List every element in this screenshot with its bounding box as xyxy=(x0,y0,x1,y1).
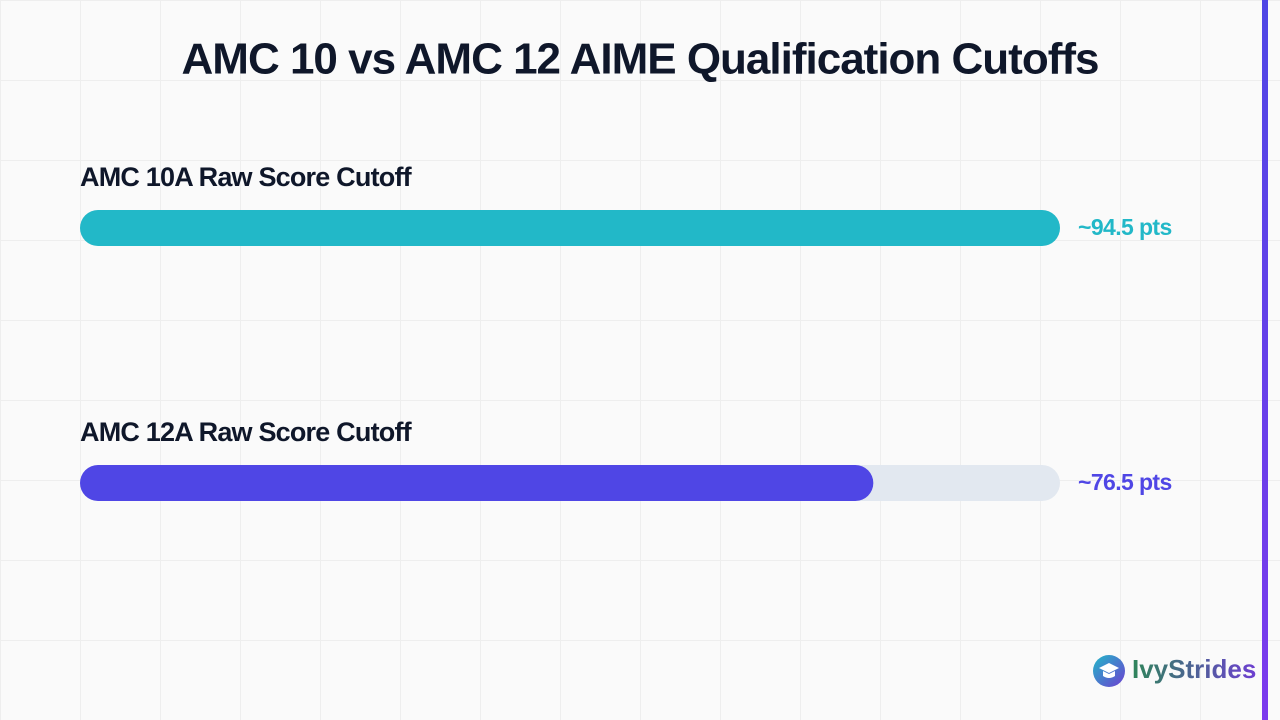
brand-name: IvyStrides xyxy=(1132,654,1256,684)
accent-stripe xyxy=(1262,0,1268,720)
category-label: AMC 10A Raw Score Cutoff xyxy=(80,162,413,192)
logo-cap xyxy=(1099,663,1119,678)
value-label: ~94.5 pts xyxy=(1078,214,1172,240)
value-label: ~76.5 pts xyxy=(1078,469,1172,495)
bar xyxy=(80,210,1060,246)
bar xyxy=(80,465,874,501)
brand-logo: IvyStrides xyxy=(1093,654,1256,687)
chart-title: AMC 10 vs AMC 12 AIME Qualification Cuto… xyxy=(182,35,1099,84)
category-label: AMC 12A Raw Score Cutoff xyxy=(80,417,413,447)
